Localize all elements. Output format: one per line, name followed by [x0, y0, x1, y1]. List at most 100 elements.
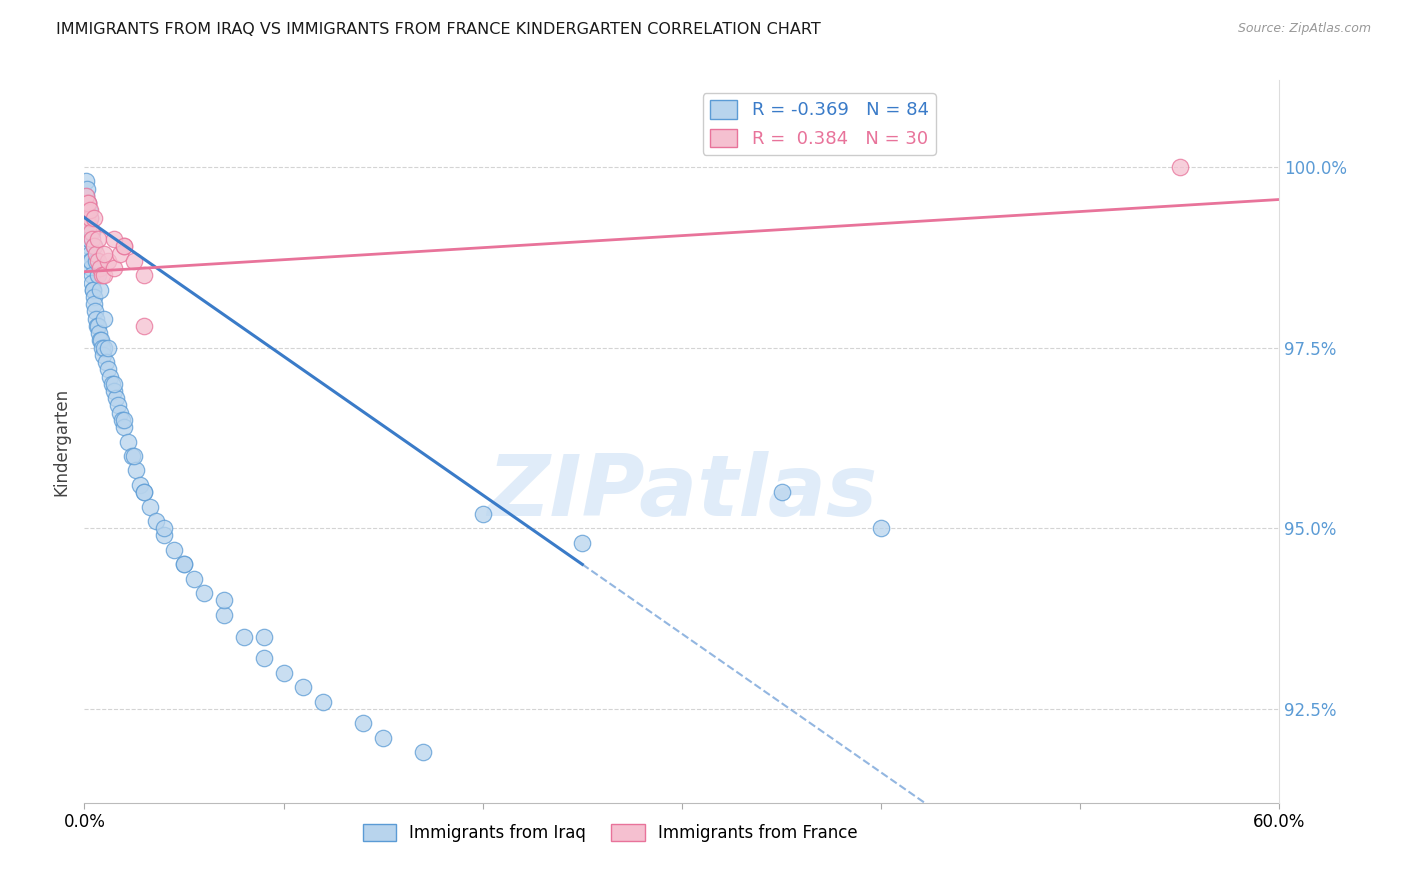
Text: IMMIGRANTS FROM IRAQ VS IMMIGRANTS FROM FRANCE KINDERGARTEN CORRELATION CHART: IMMIGRANTS FROM IRAQ VS IMMIGRANTS FROM …	[56, 22, 821, 37]
Point	[93, 246, 115, 260]
Point	[91, 348, 114, 362]
Point	[79, 203, 101, 218]
Point	[412, 745, 434, 759]
Point	[97, 254, 120, 268]
Point	[86, 246, 108, 260]
Point	[212, 593, 235, 607]
Point	[91, 268, 114, 283]
Point	[103, 376, 125, 391]
Point	[80, 261, 103, 276]
Point	[83, 239, 105, 253]
Point	[232, 630, 254, 644]
Point	[76, 218, 98, 232]
Point	[86, 254, 108, 268]
Point	[83, 211, 105, 225]
Point	[352, 716, 374, 731]
Point	[82, 283, 104, 297]
Point	[253, 651, 276, 665]
Point	[86, 311, 108, 326]
Point	[373, 731, 395, 745]
Point	[253, 630, 276, 644]
Point	[129, 478, 152, 492]
Point	[77, 196, 100, 211]
Point	[89, 334, 111, 348]
Point	[75, 196, 97, 211]
Point	[870, 521, 893, 535]
Point	[79, 232, 101, 246]
Point	[212, 607, 235, 622]
Point	[80, 268, 103, 283]
Point	[79, 211, 101, 225]
Point	[139, 500, 162, 514]
Point	[75, 174, 97, 188]
Point	[132, 485, 156, 500]
Point	[97, 341, 120, 355]
Point	[132, 485, 156, 500]
Point	[79, 246, 101, 260]
Point	[83, 239, 105, 253]
Point	[75, 196, 97, 211]
Point	[83, 297, 105, 311]
Point	[97, 362, 120, 376]
Point	[103, 384, 125, 398]
Point	[125, 463, 148, 477]
Point	[87, 268, 110, 283]
Point	[132, 268, 156, 283]
Legend: Immigrants from Iraq, Immigrants from France: Immigrants from Iraq, Immigrants from Fr…	[356, 817, 865, 848]
Text: ZIPatlas: ZIPatlas	[486, 450, 877, 533]
Point	[173, 558, 195, 572]
Point	[87, 318, 110, 333]
Point	[112, 239, 135, 253]
Point	[110, 246, 132, 260]
Point	[75, 203, 97, 218]
Point	[87, 232, 110, 246]
Point	[82, 232, 104, 246]
Point	[82, 283, 104, 297]
Point	[93, 268, 115, 283]
Point	[80, 254, 103, 268]
Point	[110, 406, 132, 420]
Point	[103, 261, 125, 276]
Point	[76, 203, 98, 218]
Point	[87, 254, 110, 268]
Point	[79, 218, 101, 232]
Point	[98, 369, 121, 384]
Point	[121, 449, 143, 463]
Point	[770, 485, 793, 500]
Point	[75, 189, 97, 203]
Point	[122, 254, 145, 268]
Point	[101, 376, 124, 391]
Point	[82, 276, 104, 290]
Point	[80, 225, 103, 239]
Point	[105, 391, 128, 405]
Point	[76, 182, 98, 196]
Point	[93, 311, 115, 326]
Point	[112, 420, 135, 434]
Text: Source: ZipAtlas.com: Source: ZipAtlas.com	[1237, 22, 1371, 36]
Point	[75, 211, 97, 225]
Point	[111, 413, 134, 427]
Point	[312, 695, 335, 709]
Point	[193, 586, 215, 600]
Point	[112, 239, 135, 253]
Point	[273, 665, 295, 680]
Point	[1168, 160, 1191, 174]
Point	[173, 558, 195, 572]
Point	[79, 254, 101, 268]
Point	[83, 290, 105, 304]
Point	[471, 507, 494, 521]
Point	[145, 514, 167, 528]
Point	[132, 318, 156, 333]
Point	[77, 225, 100, 239]
Point	[84, 304, 107, 318]
Point	[122, 449, 145, 463]
Point	[79, 203, 101, 218]
Point	[96, 355, 118, 369]
Point	[76, 211, 98, 225]
Point	[77, 196, 100, 211]
Point	[82, 225, 104, 239]
Point	[89, 326, 111, 341]
Point	[79, 211, 101, 225]
Point	[90, 334, 112, 348]
Point	[77, 239, 100, 253]
